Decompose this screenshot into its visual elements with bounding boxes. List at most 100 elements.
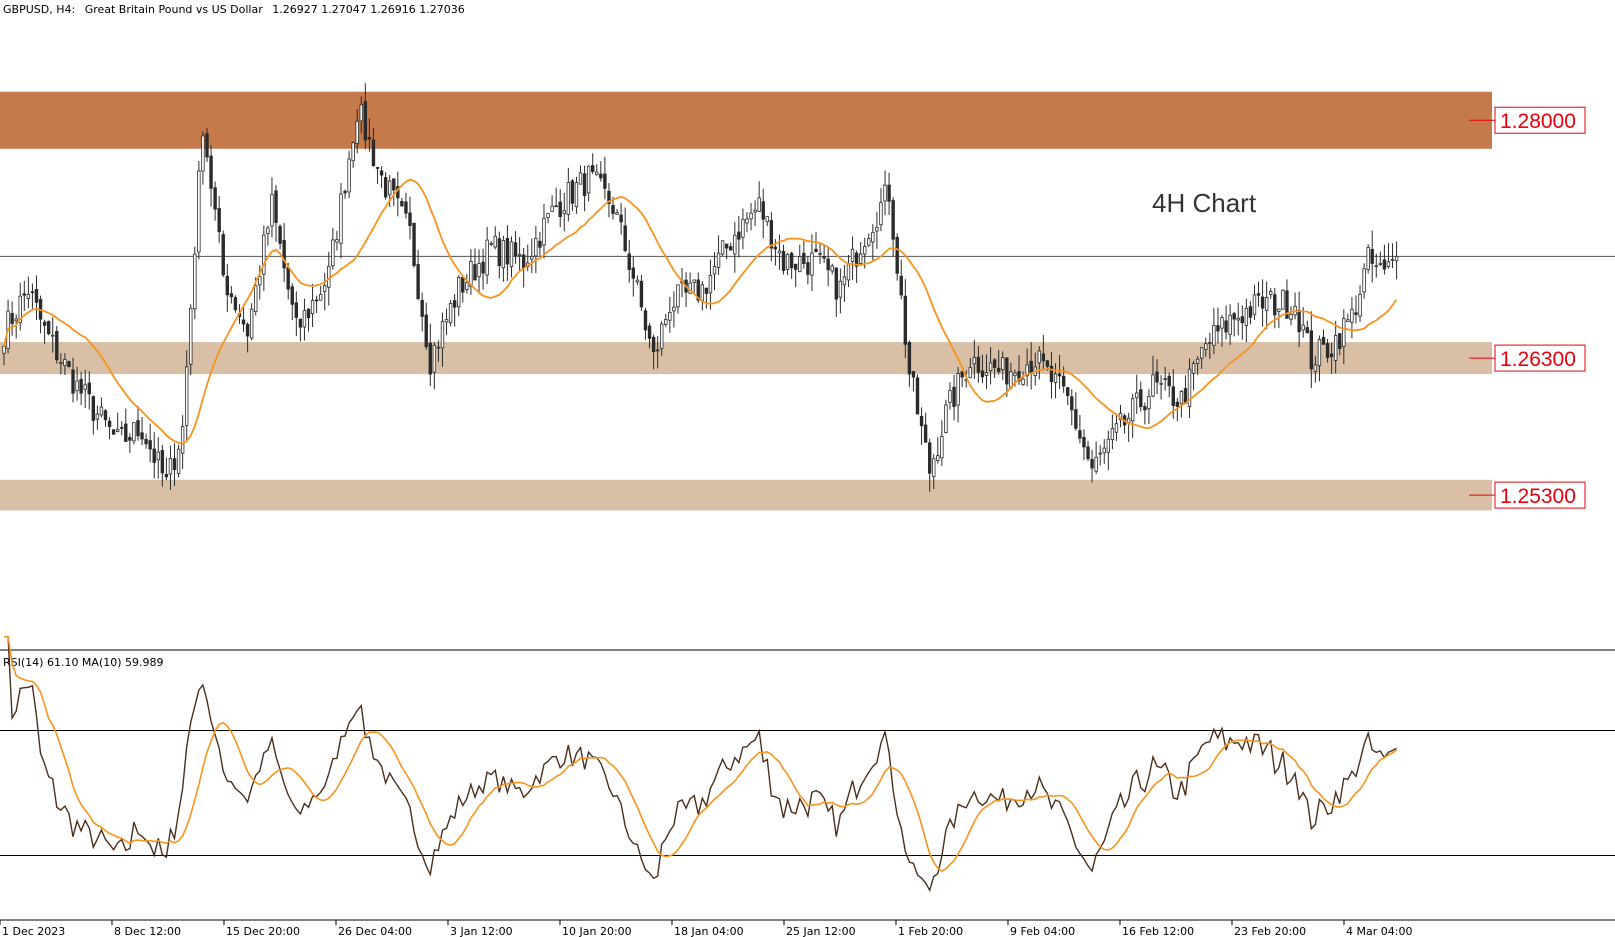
zone-2 [0, 479, 1492, 511]
candle-260 [1057, 354, 1062, 389]
candle-40 [164, 457, 169, 481]
candle-337 [1370, 230, 1374, 283]
candle-175 [712, 252, 717, 291]
candle-269 [1094, 441, 1098, 475]
candle-202 [822, 245, 826, 263]
candle-199 [810, 234, 814, 292]
candle-245 [997, 349, 1001, 375]
candle-24 [99, 397, 104, 418]
rsi-header: RSI(14) 61.10 MA(10) 59.989 [3, 656, 164, 669]
candle-64 [262, 225, 266, 292]
candle-338 [1374, 253, 1378, 278]
candle-297 [1208, 332, 1212, 359]
candle-76 [310, 284, 315, 327]
candle-163 [664, 314, 668, 328]
candle-283 [1151, 355, 1155, 398]
candle-137 [558, 189, 562, 228]
candle-220 [895, 233, 899, 281]
candle-46 [189, 304, 193, 376]
candle-178 [724, 243, 729, 260]
candle-125 [509, 236, 514, 278]
x-label-1: 8 Dec 12:00 [114, 925, 181, 937]
candle-311 [1264, 281, 1269, 330]
candle-47 [193, 246, 197, 320]
candle-246 [1001, 351, 1005, 380]
candle-23 [95, 405, 100, 430]
x-label-3: 26 Dec 04:00 [338, 925, 412, 937]
candle-108 [440, 312, 445, 367]
candle-33 [136, 405, 140, 441]
candle-302 [1228, 304, 1232, 345]
candle-205 [834, 267, 838, 317]
candle-135 [550, 195, 554, 213]
candle-256 [1041, 334, 1046, 369]
header-description: Great Britain Pound vs US Dollar [85, 3, 264, 16]
candle-74 [302, 298, 307, 341]
candle-12 [51, 316, 55, 353]
candle-103 [420, 292, 424, 332]
candle-224 [911, 371, 916, 392]
candle-11 [46, 320, 51, 336]
candle-189 [769, 211, 774, 262]
candle-106 [432, 342, 437, 390]
candle-259 [1053, 363, 1058, 399]
candle-111 [452, 293, 457, 327]
candle-161 [655, 335, 660, 369]
candle-124 [505, 225, 510, 281]
candle-293 [1191, 360, 1196, 391]
candle-153 [623, 207, 627, 253]
chart-header: GBPUSD, H4: Great Britain Pound vs US Do… [3, 3, 465, 16]
candle-20 [83, 369, 87, 408]
candle-43 [176, 444, 181, 478]
candle-198 [806, 255, 810, 285]
candle-282 [1147, 389, 1151, 425]
candle-294 [1195, 356, 1200, 375]
candle-154 [627, 239, 631, 283]
candle-180 [733, 221, 737, 273]
candle-185 [753, 200, 757, 227]
candle-195 [794, 263, 798, 288]
candle-299 [1216, 307, 1220, 344]
candle-252 [1025, 348, 1029, 387]
x-label-5: 10 Jan 20:00 [562, 925, 632, 937]
candle-96 [392, 178, 396, 207]
candle-44 [180, 415, 185, 469]
candle-292 [1187, 358, 1192, 419]
candle-240 [976, 345, 981, 383]
candle-194 [789, 251, 794, 279]
candle-54 [221, 230, 225, 278]
x-label-4: 3 Jan 12:00 [450, 925, 513, 937]
candle-327 [1329, 342, 1334, 374]
candle-179 [729, 242, 733, 251]
candle-160 [651, 334, 656, 370]
candle-159 [647, 323, 652, 349]
rsi-ma-line [4, 635, 1398, 872]
candle-57 [233, 295, 238, 313]
candle-71 [290, 283, 294, 321]
rsi-line [4, 636, 1397, 893]
candle-233 [948, 382, 952, 410]
x-label-9: 9 Feb 04:00 [1010, 925, 1075, 937]
candle-38 [156, 437, 160, 479]
moving-average [3, 178, 1398, 445]
zone-label-box-1 [1494, 344, 1586, 372]
candle-91 [371, 127, 376, 167]
candle-61 [249, 303, 254, 341]
candle-155 [631, 256, 635, 297]
candle-143 [582, 165, 587, 212]
time-axis-labels: 1 Dec 2023 8 Dec 12:00 15 Dec 20:00 26 Dec … [0, 920, 1412, 937]
candle-285 [1159, 375, 1163, 400]
candle-251 [1021, 371, 1025, 386]
candle-290 [1179, 390, 1184, 418]
candle-279 [1135, 374, 1139, 414]
candle-29 [120, 421, 124, 436]
candle-332 [1350, 297, 1354, 339]
candle-281 [1143, 402, 1147, 425]
candle-215 [875, 211, 879, 249]
candle-53 [217, 196, 221, 243]
x-label-10: 16 Feb 12:00 [1122, 925, 1194, 937]
candle-289 [1175, 397, 1180, 422]
candle-118 [481, 248, 485, 290]
candle-306 [1244, 298, 1249, 343]
candle-31 [128, 433, 132, 453]
